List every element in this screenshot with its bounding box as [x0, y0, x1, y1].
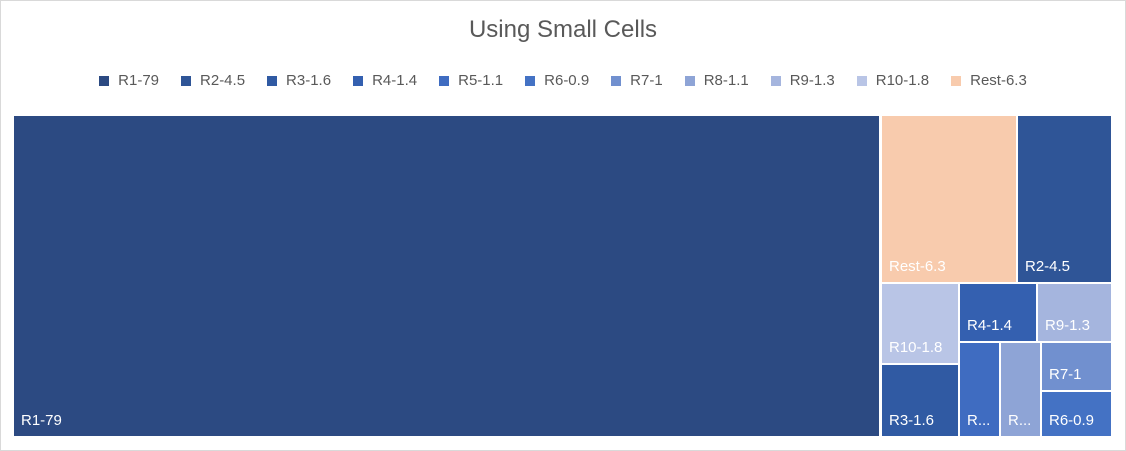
legend-swatch: [439, 75, 450, 86]
legend-swatch: [611, 75, 622, 86]
treemap-tile-label: R...: [1008, 412, 1031, 429]
legend-label: R6-0.9: [544, 72, 590, 89]
treemap-tile: [1001, 343, 1040, 436]
legend-swatch: [951, 75, 962, 86]
legend-label: R9-1.3: [789, 72, 835, 89]
legend-item: R5-1.1: [439, 72, 503, 89]
legend-item: R7-1: [611, 72, 663, 89]
legend-item: R1-79: [99, 72, 159, 89]
legend-swatch: [181, 75, 192, 86]
legend: R1-79 R2-4.5 R3-1.6 R4-1.4 R5-1.1 R6-0.9 R7-1 R…: [0, 72, 1126, 89]
legend-label: R3-1.6: [286, 72, 332, 89]
legend-swatch: [99, 75, 110, 86]
treemap-tile: [14, 116, 879, 436]
treemap-tile-label: Rest-6.3: [889, 258, 946, 275]
legend-label: R7-1: [630, 72, 663, 89]
treemap-tile-label: R4-1.4: [967, 317, 1012, 334]
legend-item: R6-0.9: [525, 72, 589, 89]
legend-item: R9-1.3: [770, 72, 835, 89]
legend-label: R8-1.1: [703, 72, 749, 89]
legend-label: R5-1.1: [458, 72, 504, 89]
legend-swatch: [684, 75, 695, 86]
treemap-tile: [882, 284, 958, 363]
legend-label: R10-1.8: [875, 72, 930, 89]
chart-title: Using Small Cells: [468, 16, 658, 43]
treemap-tile-label: R2-4.5: [1025, 258, 1070, 275]
treemap-tile-label: R6-0.9: [1049, 412, 1094, 429]
treemap-tile: [1042, 343, 1111, 390]
legend-label: Rest-6.3: [970, 72, 1027, 89]
treemap-tile-label: R...: [967, 412, 990, 429]
legend-swatch: [856, 75, 867, 86]
treemap-tile: [882, 116, 1016, 282]
legend-item: R2-4.5: [181, 72, 245, 89]
treemap-tile: [882, 365, 958, 436]
treemap-tile: [1018, 116, 1111, 282]
legend-item: R8-1.1: [684, 72, 749, 89]
legend-item: Rest-6.3: [951, 72, 1027, 89]
legend-label: R1-79: [118, 72, 160, 89]
treemap-tile-label: R10-1.8: [889, 339, 942, 356]
treemap-tile-label: R7-1: [1049, 366, 1082, 383]
treemap-tile-label: R3-1.6: [889, 412, 934, 429]
legend-swatch: [770, 75, 781, 86]
legend-swatch: [267, 75, 278, 86]
treemap-tile: [1038, 284, 1111, 341]
legend-swatch: [353, 75, 364, 86]
legend-item: R4-1.4: [353, 72, 417, 89]
legend-item: R3-1.6: [267, 72, 331, 89]
treemap-tile-label: R9-1.3: [1045, 317, 1090, 334]
legend-label: R2-4.5: [200, 72, 246, 89]
treemap-tile: [960, 343, 999, 436]
legend-item: R10-1.8: [856, 72, 930, 89]
treemap-tile: [1042, 392, 1111, 436]
treemap-tile-label: R1-79: [21, 412, 62, 429]
legend-swatch: [525, 75, 536, 86]
treemap-tile: [960, 284, 1036, 341]
legend-label: R4-1.4: [372, 72, 418, 89]
